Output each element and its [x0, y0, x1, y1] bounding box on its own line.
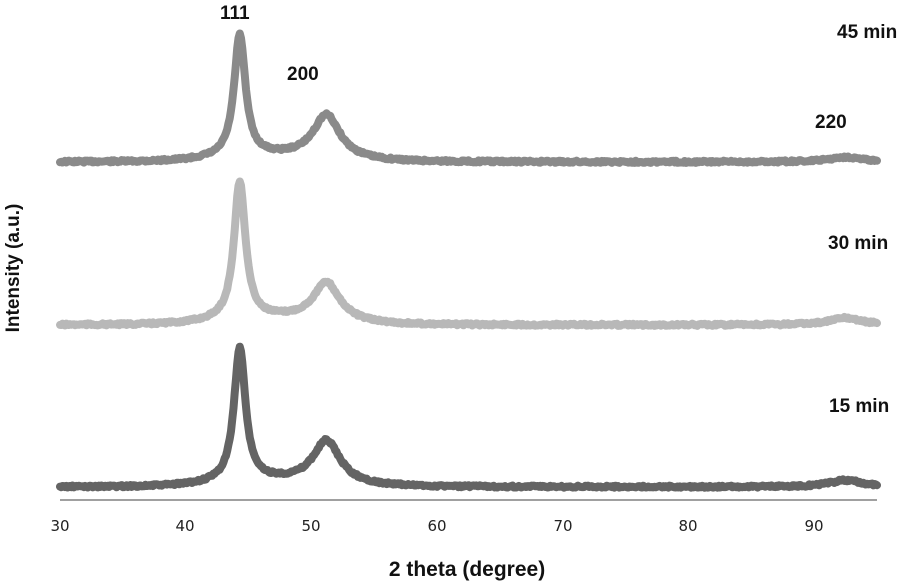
xrd-curves — [56, 29, 881, 492]
series-label-30min: 30 min — [828, 233, 889, 254]
x-tick-80: 80 — [678, 517, 698, 535]
series-label-45min: 45 min — [837, 22, 898, 43]
xrd-series-45-min — [56, 29, 881, 167]
x-tick-90: 90 — [804, 517, 824, 535]
x-axis-label: 2 theta (degree) — [388, 558, 546, 581]
xrd-series-30-min — [56, 177, 881, 330]
y-axis-label: Intensity (a.u.) — [3, 203, 24, 333]
x-tick-60: 60 — [427, 517, 447, 535]
peak-label-220: 220 — [815, 112, 847, 133]
peak-label-111: 111 — [220, 3, 250, 24]
x-tick-50: 50 — [301, 517, 321, 535]
x-tick-40: 40 — [175, 517, 195, 535]
peak-label-200: 200 — [287, 64, 319, 85]
x-tick-70: 70 — [553, 517, 573, 535]
series-label-15min: 15 min — [829, 396, 890, 417]
x-tick-30: 30 — [50, 517, 70, 535]
xrd-series-15-min — [56, 342, 881, 492]
